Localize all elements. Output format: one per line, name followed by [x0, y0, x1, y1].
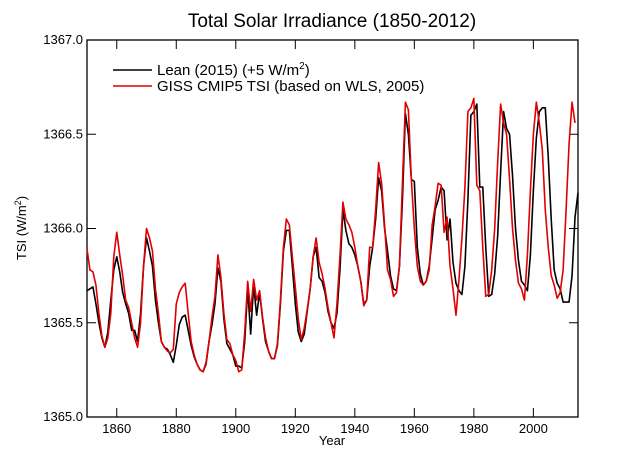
x-tick-label: 1940	[340, 421, 369, 436]
y-axis-label: TSI (W/m2)	[13, 196, 29, 260]
y-tick-label: 1367.0	[43, 32, 83, 47]
plot-frame	[86, 39, 579, 418]
y-axis-label-sup: 2	[13, 200, 23, 205]
x-tick-label: 1920	[281, 421, 310, 436]
y-tick-label: 1366.0	[43, 221, 83, 236]
plot-border	[86, 39, 579, 418]
x-tick-label: 1860	[102, 421, 131, 436]
y-axis-label-main: TSI (W/m	[14, 205, 29, 260]
series-layer	[86, 97, 579, 373]
x-tick-label: 1980	[459, 421, 488, 436]
legend: Lean (2015) (+5 W/m2) GISS CMIP5 TSI (ba…	[113, 61, 424, 95]
x-tick-label: 1900	[221, 421, 250, 436]
x-axis: 1860 1880 1900 1920 1940 1960 1980 2000	[102, 40, 548, 436]
y-tick-label: 1366.5	[43, 126, 83, 141]
legend-label-lean-main: Lean (2015) (+5 W/m	[157, 62, 299, 79]
y-axis-label-close: )	[14, 196, 29, 200]
x-tick-label: 1880	[162, 421, 191, 436]
legend-label-lean-sup: 2	[299, 61, 305, 72]
y-axis: 1365.0 1365.5 1366.0 1366.5 1367.0	[43, 32, 578, 424]
x-tick-label: 1960	[400, 421, 429, 436]
y-tick-label: 1365.5	[43, 315, 83, 330]
series-line-giss	[86, 97, 576, 373]
legend-label-lean-close: )	[305, 62, 310, 79]
legend-label-giss: GISS CMIP5 TSI (based on WLS, 2005)	[157, 78, 424, 95]
chart-title: Total Solar Irradiance (1850-2012)	[188, 11, 476, 32]
legend-label-lean: Lean (2015) (+5 W/m2)	[157, 61, 310, 79]
x-axis-label: Year	[319, 433, 346, 448]
x-tick-label: 2000	[519, 421, 548, 436]
y-tick-label: 1365.0	[43, 409, 83, 424]
